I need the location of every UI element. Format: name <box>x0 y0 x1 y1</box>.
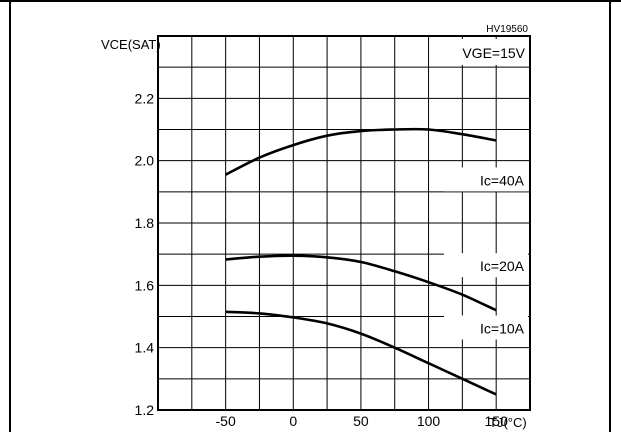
x-tick-label: 50 <box>353 413 369 429</box>
grid <box>158 36 530 410</box>
x-axis-label: TJ(°C) <box>489 415 527 430</box>
series-label-bg <box>444 167 528 192</box>
y-axis-label: VCE(SAT) <box>101 37 161 52</box>
y-tick-label: 2.2 <box>135 90 155 106</box>
figure-code: HV19560 <box>486 24 528 35</box>
y-tick-label: 1.6 <box>135 277 155 293</box>
y-tick-label: 1.8 <box>135 215 155 231</box>
labels: 1.2 1.4 1.6 1.8 2.0 2.2 -50 0 50 100 150 Ic=40A Ic=2… <box>135 90 528 429</box>
series-label: Ic=20A <box>480 258 525 274</box>
series-line-ic-10a <box>225 310 497 396</box>
y-tick-label: 2.0 <box>135 153 155 169</box>
condition-label: VGE=15V <box>462 45 525 61</box>
condition-label-bg <box>442 39 528 65</box>
series-label: Ic=10A <box>480 321 525 337</box>
y-tick-label: 1.2 <box>135 402 155 418</box>
series-line-ic-20a <box>225 254 497 312</box>
series-label-bg <box>444 253 528 278</box>
x-tick-label: 100 <box>417 413 441 429</box>
plot-frame <box>157 35 531 411</box>
series-line-ic-40a <box>225 127 497 176</box>
x-tick-label: 0 <box>289 413 297 429</box>
series-label: Ic=40A <box>480 172 525 188</box>
curves <box>225 127 497 396</box>
x-tick-label: -50 <box>216 413 236 429</box>
y-tick-label: 1.4 <box>135 340 155 356</box>
x-tick-label: 150 <box>485 413 509 429</box>
series-label-bg <box>444 315 528 340</box>
